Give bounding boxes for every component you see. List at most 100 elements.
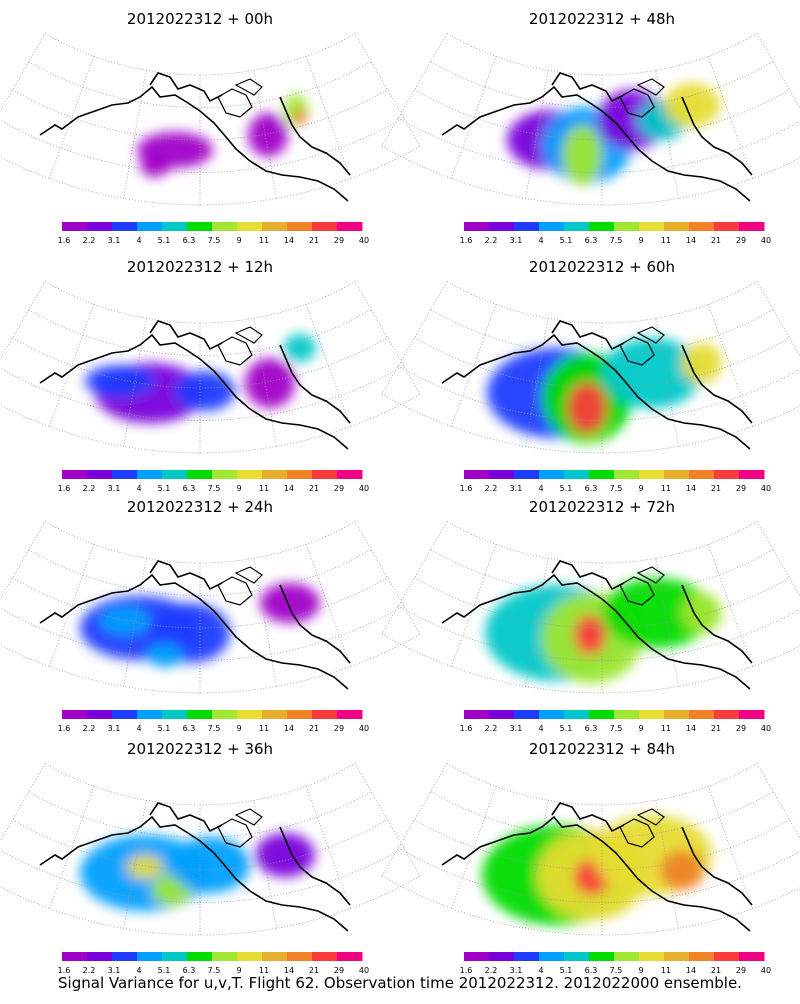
legend-swatch: [514, 222, 540, 231]
legend-tick-label: 7.5: [610, 484, 623, 493]
legend-tick-label: 21: [711, 484, 721, 493]
legend-tick-label: 1.6: [460, 484, 473, 493]
panel-title: 2012022312 + 00h: [127, 10, 273, 28]
legend-tick-label: 5.1: [560, 966, 573, 975]
legend-tick-label: 5.1: [560, 724, 573, 733]
legend-swatch: [514, 710, 540, 719]
legend-tick-label: 5.1: [158, 724, 171, 733]
legend-swatch: [337, 470, 363, 479]
legend-colorbar: 1.6 2.2 3.1 4 5.1 6.3 7.5 9 11 14 21 29 40: [58, 470, 369, 493]
variance-contour: [682, 593, 722, 633]
legend-swatch: [664, 222, 690, 231]
legend-swatch: [187, 470, 213, 479]
legend-tick-label: 40: [761, 236, 771, 245]
legend-tick-label: 40: [359, 236, 369, 245]
legend-tick-label: 5.1: [560, 484, 573, 493]
legend-tick-label: 40: [359, 966, 369, 975]
legend-swatch: [312, 222, 338, 231]
legend-swatch: [187, 710, 213, 719]
variance-shading: [80, 583, 320, 667]
legend-swatch: [162, 222, 188, 231]
legend-colorbar: 1.6 2.2 3.1 4 5.1 6.3 7.5 9 11 14 21 29 40: [460, 222, 771, 245]
variance-contour: [140, 153, 170, 177]
legend-tick-label: 3.1: [510, 484, 523, 493]
legend-swatch: [664, 470, 690, 479]
legend-swatch: [489, 710, 515, 719]
legend-tick-label: 21: [309, 236, 319, 245]
legend-tick-label: 29: [334, 484, 344, 493]
legend-tick-label: 2.2: [83, 966, 96, 975]
panel-title: 2012022312 + 12h: [127, 258, 273, 276]
legend-swatch: [87, 470, 113, 479]
legend-swatch: [62, 710, 88, 719]
legend-tick-label: 6.3: [585, 484, 598, 493]
legend-tick-label: 29: [736, 484, 746, 493]
graticule: [381, 33, 800, 206]
legend-tick-label: 40: [761, 966, 771, 975]
panel-title: 2012022312 + 24h: [127, 498, 273, 516]
legend-tick-label: 6.3: [183, 724, 196, 733]
legend-swatch: [614, 952, 640, 961]
legend-swatch: [62, 470, 88, 479]
legend-swatch: [237, 222, 263, 231]
legend-tick-label: 7.5: [208, 236, 221, 245]
legend-tick-label: 9: [236, 724, 241, 733]
legend-tick-label: 1.6: [58, 966, 71, 975]
legend-swatch: [464, 222, 490, 231]
legend-swatch: [539, 470, 565, 479]
legend-tick-label: 1.6: [58, 484, 71, 493]
map-panel: 2012022312 + 00h 1.6 2.2 3.1 4 5.1 6.3 7.5 9 11 14…: [0, 10, 421, 245]
legend-swatch: [664, 952, 690, 961]
legend-swatch: [212, 470, 238, 479]
legend-swatch: [489, 952, 515, 961]
figure-caption: Signal Variance for u,v,T. Flight 62. Ob…: [58, 974, 742, 992]
legend-colorbar: 1.6 2.2 3.1 4 5.1 6.3 7.5 9 11 14 21 29 40: [460, 952, 771, 975]
legend-tick-label: 3.1: [510, 236, 523, 245]
legend-tick-label: 7.5: [610, 724, 623, 733]
coastline: [441, 72, 753, 202]
coastline: [39, 72, 351, 202]
legend-tick-label: 29: [736, 724, 746, 733]
map-panel: 2012022312 + 12h 1.6 2.2 3.1 4 5.1 6.3 7.5 9 11 14…: [0, 258, 421, 493]
legend-swatch: [639, 222, 665, 231]
legend-colorbar: 1.6 2.2 3.1 4 5.1 6.3 7.5 9 11 14 21 29 40: [460, 710, 771, 733]
legend-tick-label: 6.3: [183, 484, 196, 493]
variance-contour: [294, 110, 306, 124]
variance-contour: [664, 83, 720, 127]
map-area: [85, 334, 316, 423]
legend-swatch: [137, 222, 163, 231]
legend-tick-label: 21: [711, 724, 721, 733]
legend-tick-label: 9: [638, 966, 643, 975]
legend-tick-label: 14: [284, 236, 294, 245]
legend-tick-label: 5.1: [158, 966, 171, 975]
legend-swatch: [212, 222, 238, 231]
panel-title: 2012022312 + 36h: [127, 740, 273, 758]
legend-tick-label: 14: [686, 236, 696, 245]
map-area: [80, 583, 320, 667]
legend-swatch: [237, 710, 263, 719]
map-area: [80, 833, 315, 911]
legend-colorbar: 1.6 2.2 3.1 4 5.1 6.3 7.5 9 11 14 21 29 40: [460, 470, 771, 493]
map-area: [485, 578, 722, 683]
legend-tick-label: 14: [686, 724, 696, 733]
legend-tick-label: 14: [284, 724, 294, 733]
legend-swatch: [162, 470, 188, 479]
variance-contour: [567, 382, 607, 434]
legend-swatch: [87, 710, 113, 719]
variance-contour: [660, 850, 704, 890]
variance-contour: [245, 358, 295, 408]
variance-contour: [260, 583, 320, 623]
legend-tick-label: 6.3: [585, 966, 598, 975]
legend-tick-label: 9: [638, 236, 643, 245]
legend-tick-label: 4: [538, 724, 543, 733]
legend-tick-label: 2.2: [83, 236, 96, 245]
variance-shading: [137, 94, 308, 177]
legend-tick-label: 40: [359, 724, 369, 733]
legend-tick-label: 6.3: [585, 236, 598, 245]
legend-colorbar: 1.6 2.2 3.1 4 5.1 6.3 7.5 9 11 14 21 29 40: [58, 710, 369, 733]
legend-swatch: [162, 710, 188, 719]
legend-swatch: [689, 952, 715, 961]
legend-swatch: [112, 710, 138, 719]
legend-swatch: [262, 710, 288, 719]
legend-tick-label: 3.1: [108, 966, 121, 975]
